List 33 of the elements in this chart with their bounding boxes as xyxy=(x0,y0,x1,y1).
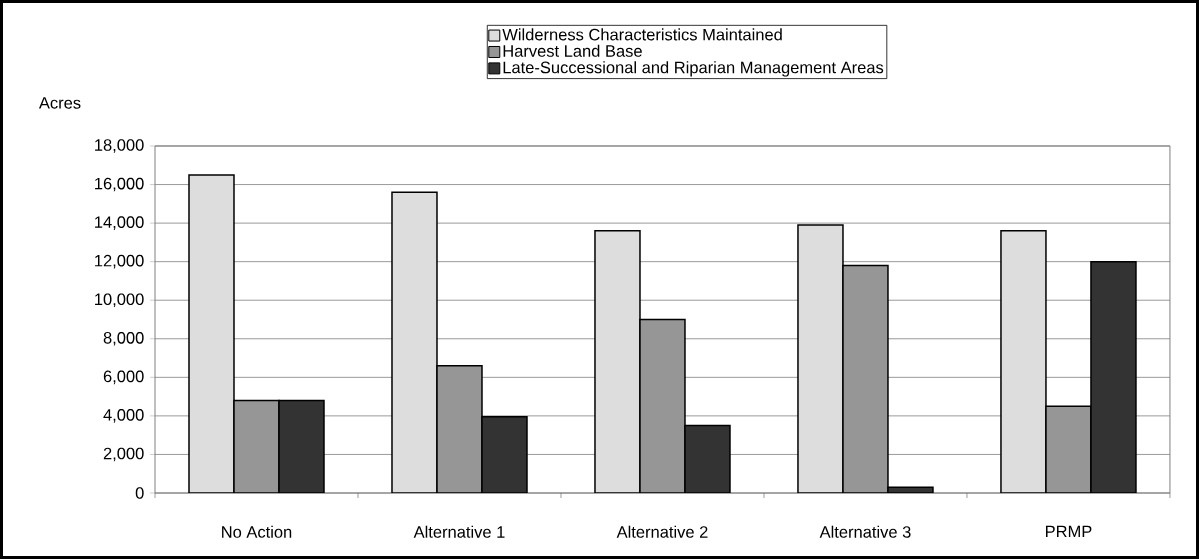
bar xyxy=(842,264,889,493)
y-tick-label: 4,000 xyxy=(103,409,144,423)
bar xyxy=(189,174,234,493)
bar xyxy=(279,400,324,493)
bar xyxy=(1045,405,1092,493)
bar xyxy=(1090,260,1137,493)
bar xyxy=(436,365,483,493)
bar xyxy=(481,416,528,493)
y-tick-label: 0 xyxy=(135,487,144,499)
y-tick-label: 2,000 xyxy=(103,447,144,462)
x-tick-label: No Action xyxy=(222,525,292,538)
y-tick-label: 6,000 xyxy=(103,370,144,385)
x-tick-label: PRMP xyxy=(1045,525,1092,538)
bar xyxy=(684,424,731,493)
x-tick-label: Alternative 2 xyxy=(616,525,708,538)
bar xyxy=(639,318,686,493)
bar xyxy=(1000,230,1047,493)
y-tick-label: 8,000 xyxy=(103,331,144,346)
legend-label: Harvest Land Base xyxy=(503,44,642,57)
y-tick-label: 18,000 xyxy=(95,139,144,153)
y-tick-label: 14,000 xyxy=(95,216,144,230)
bar xyxy=(797,224,844,493)
y-tick-label: 16,000 xyxy=(95,177,144,192)
y-axis-title: Acres xyxy=(38,97,81,109)
legend-label: Wilderness Characteristics Maintained xyxy=(502,28,782,41)
y-tick-label: 12,000 xyxy=(95,254,144,269)
bar xyxy=(594,230,641,493)
bar xyxy=(391,191,438,493)
x-tick-label: Alternative 1 xyxy=(413,525,505,538)
bar xyxy=(234,400,279,493)
legend-label: Late-Successional and Riparian Management Areas xyxy=(503,61,884,77)
x-tick-label: Alternative 3 xyxy=(819,525,911,538)
y-tick-label: 10,000 xyxy=(95,293,144,308)
